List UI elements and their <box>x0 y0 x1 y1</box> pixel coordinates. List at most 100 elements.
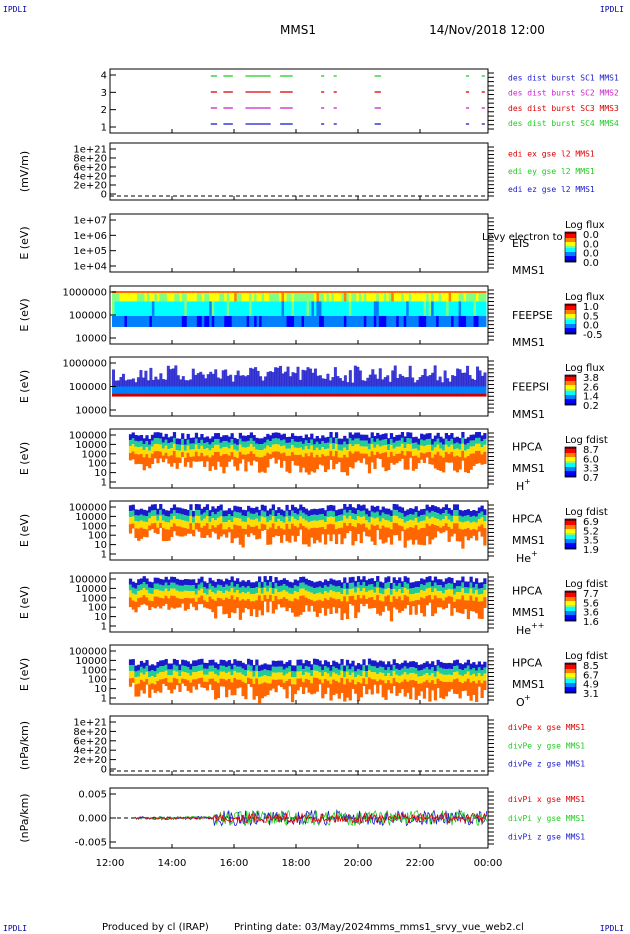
spectrogram-cell <box>211 671 215 679</box>
spectrogram-cell <box>483 578 487 585</box>
spectrogram-cell <box>189 504 193 511</box>
spectrogram-cell <box>340 664 344 671</box>
spectrogram-cell <box>428 506 432 513</box>
spectrogram-cell <box>439 520 443 528</box>
spectrogram-cell <box>170 682 174 694</box>
spectrogram-cell <box>345 671 350 679</box>
spectrogram-cell <box>266 670 270 677</box>
spectrogram-cell <box>318 586 322 593</box>
spectrogram-cell <box>370 451 374 463</box>
spectrogram-cell <box>159 590 163 598</box>
spectrogram-cell <box>348 386 352 394</box>
spectrogram-cell <box>411 594 416 602</box>
spectrogram-cell <box>234 386 238 394</box>
spectrogram-cell <box>366 315 370 327</box>
spectrogram-cell <box>236 597 240 609</box>
spectrogram-cell <box>293 454 297 466</box>
spectrogram-cell <box>444 597 449 608</box>
spectrogram-cell <box>159 666 163 673</box>
spectrogram-cell <box>260 457 264 472</box>
spectrogram-cell <box>393 386 397 394</box>
spectrogram-cell <box>164 393 168 397</box>
instrument-label: HPCA <box>512 657 543 670</box>
spectrogram-cell <box>211 659 215 666</box>
spectrogram-cell <box>139 386 143 394</box>
spectrogram-cell <box>321 454 325 466</box>
spectrogram-cell <box>189 591 193 599</box>
spectrogram-cell <box>384 439 388 446</box>
spectrogram-cell <box>341 291 345 293</box>
spectrogram-cell <box>186 433 190 440</box>
spectrogram-cell <box>261 291 265 302</box>
spectrogram-cell <box>239 386 243 394</box>
spectrogram-cell <box>444 438 449 445</box>
spectrogram-cell <box>400 450 405 459</box>
spectrogram-cell <box>337 450 341 458</box>
spectrogram-cell <box>233 586 237 593</box>
colorbar-tick-label: 3.6 <box>583 608 599 619</box>
spectrogram-cell <box>368 374 372 392</box>
spectrogram-cell <box>153 684 157 693</box>
spectrogram-cell <box>337 509 341 516</box>
spectrogram-cell <box>417 670 421 677</box>
spectrogram-cell <box>428 682 432 702</box>
spectrogram-cell <box>276 315 280 327</box>
spectrogram-cell <box>304 527 308 545</box>
spectrogram-cell <box>241 599 245 613</box>
spectrogram-cell <box>264 393 268 397</box>
spectrogram-cell <box>181 452 185 458</box>
spectrogram-cell <box>131 593 135 601</box>
spectrogram-cell <box>444 444 449 452</box>
spectrogram-cell <box>436 513 440 519</box>
spectrogram-cell <box>442 674 446 682</box>
spectrogram-cell <box>151 393 155 397</box>
spectrogram-cell <box>186 528 190 534</box>
spectrogram-cell <box>194 594 199 602</box>
spectrogram-cell <box>244 386 248 394</box>
spectrogram-cell <box>221 393 225 397</box>
spectrogram-cell <box>205 448 210 456</box>
spectrogram-cell <box>331 301 335 316</box>
spectrogram-cell <box>266 591 270 599</box>
spectrogram-cell <box>389 516 394 523</box>
spectrogram-cell <box>241 668 245 675</box>
spectrogram-cell <box>276 393 280 397</box>
spectrogram-cell <box>255 456 259 462</box>
spectrogram-cell <box>471 301 475 316</box>
spectrogram-cell <box>316 301 320 316</box>
spectrogram-cell <box>433 665 438 671</box>
spectrogram-cell <box>354 432 358 439</box>
colorbar-title: Log fdist <box>565 651 608 662</box>
spectrogram-cell <box>403 666 407 673</box>
spectrogram-cell <box>426 291 430 302</box>
spectrogram-cell <box>153 432 157 439</box>
spectrogram-cell <box>318 301 322 316</box>
spectrogram-cell <box>211 512 215 519</box>
spectrogram-cell <box>396 393 400 397</box>
spectrogram-cell <box>414 455 418 469</box>
spectrogram-cell <box>334 592 339 600</box>
spectrogram-cell <box>345 506 350 513</box>
spectrogram-cell <box>281 386 285 394</box>
spectrogram-cell <box>442 438 446 445</box>
spectrogram-cell <box>299 447 303 455</box>
spectrogram-cell <box>268 527 273 545</box>
spectrogram-cell <box>463 315 467 327</box>
spectrogram-cell <box>321 601 325 608</box>
spectrogram-cell <box>362 453 366 459</box>
spectrogram-cell <box>284 315 288 327</box>
spectrogram-cell <box>366 386 370 394</box>
spectrogram-cell <box>236 370 240 392</box>
spectrogram-cell <box>450 675 454 683</box>
spectrogram-cell <box>334 516 339 522</box>
spectrogram-cell <box>284 301 288 316</box>
spectrogram-cell <box>161 666 166 672</box>
spectrogram-cell <box>192 585 196 592</box>
colorbar-tick-label: 4.9 <box>583 680 599 691</box>
spectrogram-cell <box>226 375 230 392</box>
spectrogram-cell <box>389 683 394 694</box>
spectrogram-cell <box>433 386 437 394</box>
spectrogram-cell <box>199 291 203 293</box>
spectrogram-cell <box>356 438 361 445</box>
